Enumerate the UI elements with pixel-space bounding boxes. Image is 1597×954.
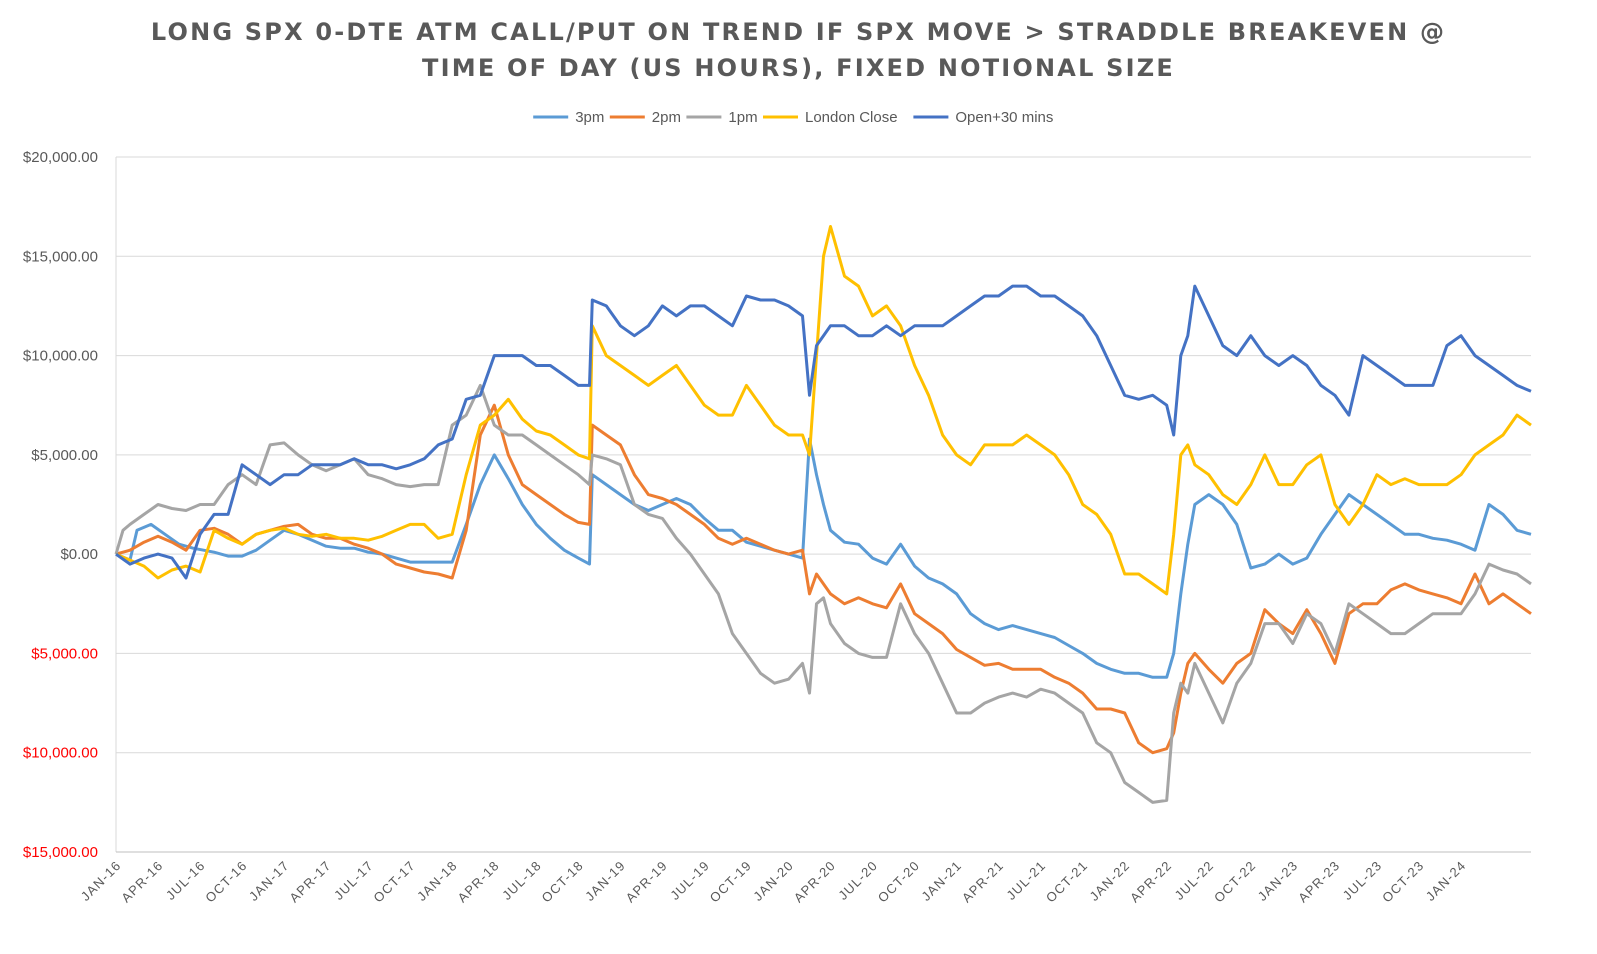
x-tick-label: JAN-20 <box>750 858 796 904</box>
legend-label: 2pm <box>652 109 681 126</box>
x-tick-label: OCT-19 <box>707 858 755 906</box>
x-tick-label: OCT-16 <box>202 858 250 906</box>
legend-label: London Close <box>805 109 898 126</box>
series-line-london-close <box>115 225 1532 596</box>
chart-title-line-2: TIME OF DAY (US HOURS), FIXED NOTIONAL S… <box>422 54 1175 82</box>
legend-label: 3pm <box>575 109 604 126</box>
y-tick-label: $0.00 <box>60 546 98 563</box>
x-tick-label: APR-20 <box>791 858 839 906</box>
x-tick-label: OCT-18 <box>539 858 587 906</box>
x-tick-label: OCT-17 <box>370 858 418 906</box>
x-tick-label: JAN-19 <box>582 858 628 904</box>
x-tick-label: JAN-24 <box>1423 858 1469 904</box>
x-tick-label: JAN-18 <box>414 858 460 904</box>
x-tick-label: OCT-21 <box>1043 858 1091 906</box>
x-tick-label: APR-16 <box>118 858 166 906</box>
x-tick-label: JUL-16 <box>163 858 208 903</box>
x-tick-label: JUL-21 <box>1003 858 1048 903</box>
x-tick-label: OCT-22 <box>1211 858 1259 906</box>
x-tick-label: APR-22 <box>1127 858 1175 906</box>
y-tick-label: $5,000.00 <box>31 645 98 662</box>
x-tick-label: JAN-22 <box>1086 858 1132 904</box>
y-tick-label: $15,000.00 <box>23 844 98 861</box>
chart-title-line-1: LONG SPX 0-DTE ATM CALL/PUT ON TREND IF … <box>150 18 1447 46</box>
x-tick-label: APR-18 <box>454 858 502 906</box>
series-line-open-30-mins <box>115 284 1532 580</box>
x-tick-label: OCT-20 <box>875 858 923 906</box>
axes: $20,000.00 $15,000.00 $10,000.00 $5,000.00 $… <box>23 149 1531 905</box>
x-tick-label: JUL-23 <box>1340 858 1385 903</box>
x-tick-label: JUL-22 <box>1172 858 1217 903</box>
series-line-1pm <box>114 383 1532 804</box>
y-tick-label: $20,000.00 <box>23 149 98 166</box>
y-tick-label: $10,000.00 <box>23 348 98 365</box>
legend: 3pm 2pm 1pm London Close Open+30 mins <box>533 109 1053 126</box>
x-tick-label: JAN-17 <box>246 858 292 904</box>
x-tick-label: JAN-23 <box>1255 858 1301 904</box>
legend-label: Open+30 mins <box>955 109 1053 126</box>
x-tick-label: APR-19 <box>623 858 671 906</box>
y-tick-label: $5,000.00 <box>31 447 98 464</box>
x-tick-label: JAN-16 <box>78 858 124 904</box>
x-tick-label: JUL-18 <box>499 858 544 903</box>
series-lines <box>114 225 1532 804</box>
x-tick-label: JUL-17 <box>331 858 376 903</box>
x-tick-label: OCT-23 <box>1379 858 1427 906</box>
x-tick-label: APR-21 <box>959 858 1007 906</box>
x-tick-label: APR-23 <box>1295 858 1343 906</box>
y-tick-label: $15,000.00 <box>23 248 98 265</box>
x-tick-label: JUL-20 <box>835 858 880 903</box>
x-tick-label: APR-17 <box>286 858 334 906</box>
y-tick-label: $10,000.00 <box>23 745 98 762</box>
x-tick-label: JUL-19 <box>667 858 712 903</box>
series-line-2pm <box>115 403 1532 755</box>
series-line-3pm <box>115 437 1532 679</box>
legend-label: 1pm <box>728 109 757 126</box>
x-tick-label: JAN-21 <box>918 858 964 904</box>
